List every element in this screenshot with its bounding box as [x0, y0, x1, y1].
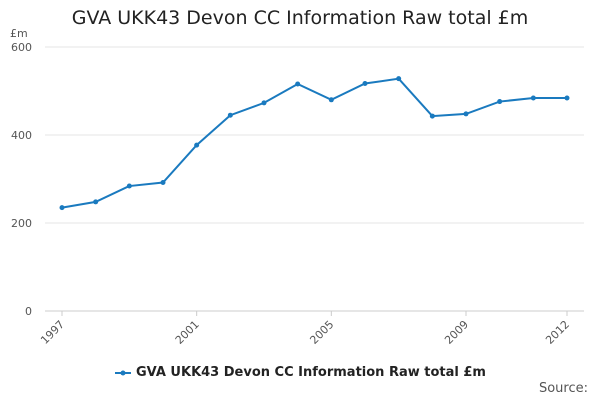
data-point: [497, 99, 503, 105]
y-tick-label: 200: [11, 217, 32, 230]
x-tick-labels: 1997 2001 2005 2009 2012: [38, 311, 572, 347]
data-point: [429, 113, 435, 119]
x-tick-label: 2012: [543, 318, 572, 347]
data-point: [227, 112, 233, 118]
legend: GVA UKK43 Devon CC Information Raw total…: [0, 365, 600, 380]
y-unit-label: £m: [10, 27, 28, 40]
legend-swatch: [115, 370, 131, 375]
data-point: [463, 111, 469, 117]
x-tick-label: 1997: [38, 318, 67, 347]
x-tick-label: 2001: [173, 318, 202, 347]
data-point: [261, 100, 267, 106]
data-point: [194, 142, 200, 148]
y-tick-label: 0: [25, 305, 32, 318]
legend-label: GVA UKK43 Devon CC Information Raw total…: [136, 365, 486, 380]
data-point: [530, 95, 536, 101]
y-tick-label: 600: [11, 41, 32, 54]
data-point: [59, 205, 65, 211]
y-tick-labels: 0 200 400 600: [11, 41, 32, 318]
data-point: [295, 81, 301, 87]
data-point: [93, 199, 99, 205]
data-point: [396, 76, 402, 82]
data-point: [328, 97, 334, 103]
data-point: [362, 81, 368, 87]
series-layer: [59, 76, 570, 211]
x-tick-label: 2005: [307, 318, 336, 347]
x-tick-label: 2009: [442, 318, 471, 347]
data-point: [564, 95, 570, 101]
y-tick-label: 400: [11, 129, 32, 142]
chart-title: GVA UKK43 Devon CC Information Raw total…: [71, 7, 529, 29]
series-line: [61, 77, 567, 209]
data-point: [160, 180, 166, 186]
data-point: [126, 183, 132, 189]
source-label: Source:: [538, 381, 588, 396]
grid-lines: [45, 46, 584, 312]
